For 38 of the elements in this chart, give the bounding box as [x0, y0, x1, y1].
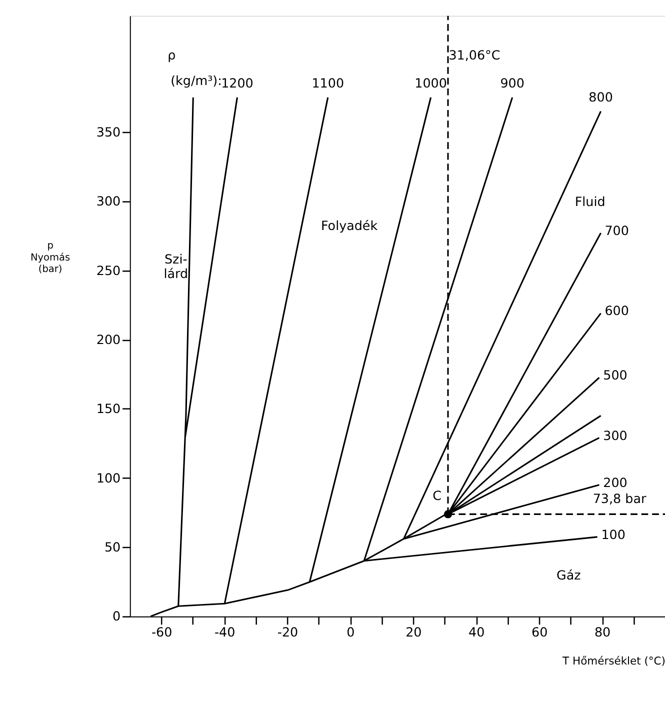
series-label: 700	[604, 222, 629, 238]
series-label: 200	[603, 474, 628, 490]
x-axis-title: T Hőmérséklet (°C)	[562, 654, 665, 668]
series-label: 500	[603, 368, 628, 383]
annotation: Folyadék	[320, 218, 378, 233]
y-tick-label: 0	[112, 608, 121, 624]
series-label: 1100	[312, 76, 344, 91]
x-tick-label: -60	[151, 624, 172, 640]
annotation: 31,06°C	[448, 47, 500, 62]
y-tick-label: 300	[96, 194, 121, 209]
x-tick-label: 40	[468, 624, 485, 640]
series-label: 100	[601, 526, 626, 542]
x-tick-label: 20	[406, 624, 422, 640]
series-label: 900	[500, 76, 524, 91]
x-tick-label: -40	[214, 624, 236, 640]
y-tick-label: 200	[96, 332, 121, 347]
y-axis-title: p Nyomás (bar)	[30, 240, 70, 276]
y-tick-label: 50	[104, 540, 121, 555]
y-tick-label: 250	[96, 262, 121, 278]
annotation: 73,8 bar	[592, 491, 647, 506]
y-tick-label: 100	[96, 470, 121, 486]
series-label: 600	[604, 303, 629, 318]
series-label: 1200	[221, 76, 254, 91]
annotation: Fluid	[574, 194, 606, 209]
y-tick-label: 150	[96, 401, 121, 416]
x-tick-label: -20	[277, 624, 298, 640]
annotation: Szi- lárd	[164, 252, 188, 282]
x-tick-label: 0	[346, 624, 355, 640]
series-label: 800	[588, 90, 613, 105]
y-tick-label: 350	[96, 124, 121, 140]
series-label: 1000	[414, 76, 447, 91]
annotation: Gáz	[556, 567, 582, 582]
x-tick-label: 60	[532, 624, 548, 640]
annotation: C	[432, 488, 442, 504]
x-tick-label: 80	[594, 624, 611, 640]
annotation: ρ	[168, 47, 176, 62]
series-label: 300	[603, 428, 628, 443]
annotation: (kg/m³):	[170, 73, 222, 88]
